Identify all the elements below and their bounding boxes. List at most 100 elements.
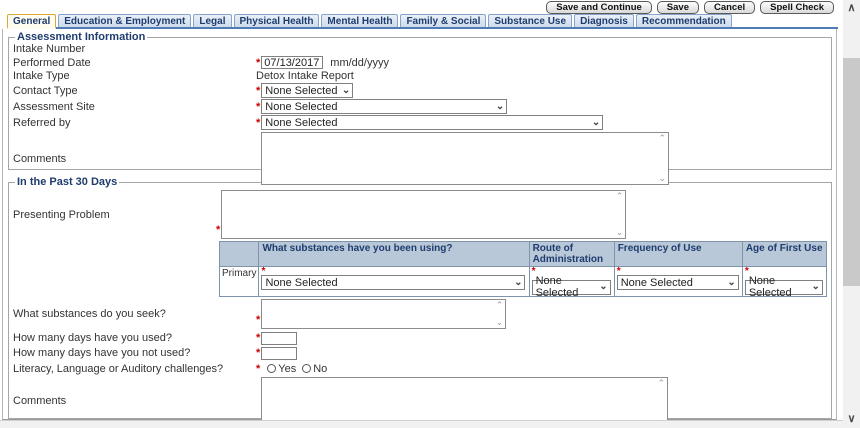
required-marker: *	[256, 347, 261, 359]
scrollbar-up-arrow[interactable]: ∧	[847, 2, 856, 14]
contact-type-label: Contact Type	[13, 84, 78, 97]
intake-number-row: Intake Number	[13, 43, 827, 55]
primary-row-label: Primary	[218, 266, 260, 297]
primary-substance-select[interactable]: None Selected ⌄	[261, 275, 526, 290]
literacy-yes-radio[interactable]	[267, 364, 277, 373]
assessment-information-legend: Assessment Information	[17, 31, 146, 43]
substance-use-table: What substances have you been using? Rou…	[218, 241, 828, 299]
scroll-up-icon: ⌃	[495, 299, 504, 310]
scroll-down-icon: ⌄	[495, 316, 504, 327]
substances-seek-label: What substances do you seek?	[13, 307, 166, 320]
tab-education-employment[interactable]: Education & Employment	[58, 14, 192, 27]
assessment-site-select[interactable]: None Selected ⌄	[261, 99, 508, 114]
chevron-down-icon: ⌄	[341, 84, 351, 96]
required-marker: *	[256, 116, 261, 129]
assessment-site-selected-value: None Selected	[265, 100, 338, 113]
route-of-administration-header: Route of Administration	[528, 241, 615, 267]
primary-age-select[interactable]: None Selected ⌄	[744, 275, 823, 299]
required-marker: *	[744, 266, 749, 277]
days-used-input[interactable]	[261, 331, 298, 345]
tab-physical-health[interactable]: Physical Health	[233, 14, 320, 27]
horizontal-scrollbar-track	[0, 420, 843, 428]
scroll-up-icon: ⌃	[657, 377, 665, 388]
performed-date-control: * mm/dd/yyyy	[256, 56, 389, 69]
intake-type-row: Intake Type Detox Intake Report	[13, 70, 827, 82]
scroll-down-icon: ⌄	[615, 227, 624, 237]
required-marker: *	[216, 224, 221, 236]
literacy-no-radio[interactable]	[302, 364, 312, 373]
referred-by-row: Referred by * None Selected ⌄	[13, 115, 827, 130]
intake-type-label: Intake Type	[13, 70, 70, 82]
required-marker: *	[261, 266, 266, 277]
vertical-scrollbar[interactable]: ∧ ∨	[843, 0, 860, 428]
referred-by-select[interactable]: None Selected ⌄	[261, 115, 604, 130]
tab-mental-health[interactable]: Mental Health	[321, 14, 399, 27]
primary-route-select[interactable]: None Selected ⌄	[531, 275, 611, 299]
substance-table-header-row: What substances have you been using? Rou…	[218, 241, 828, 267]
performed-date-label: Performed Date	[13, 56, 91, 69]
days-not-used-row: How many days have you not used? *	[13, 346, 827, 360]
tab-substance-use[interactable]: Substance Use	[488, 14, 573, 27]
chevron-down-icon: ⌄	[514, 276, 523, 288]
chevron-down-icon: ⌄	[495, 100, 505, 112]
primary-substance-selected-value: None Selected	[265, 276, 338, 289]
tab-diagnosis[interactable]: Diagnosis	[574, 14, 634, 27]
scroll-down-icon: ⌄	[657, 413, 665, 424]
assessment-site-label: Assessment Site	[13, 100, 95, 113]
substances-seek-textarea[interactable]: ⌃ ⌄	[261, 298, 507, 329]
intake-type-value: Detox Intake Report	[256, 70, 354, 82]
age-of-first-use-header: Age of First Use	[741, 241, 828, 267]
substances-seek-row: What substances do you seek? * ⌃ ⌄	[13, 298, 827, 329]
save-and-continue-button[interactable]: Save and Continue	[546, 1, 652, 14]
days-not-used-label: How many days have you not used?	[13, 347, 191, 359]
required-marker: *	[256, 84, 261, 97]
tab-bar: General Education & Employment Legal Phy…	[7, 14, 838, 29]
assessment-comments-row: Comments ⌃ ⌄	[13, 132, 827, 185]
chevron-down-icon: ⌄	[811, 281, 820, 292]
substances-using-header: What substances have you been using?	[258, 241, 530, 267]
performed-date-row: Performed Date * mm/dd/yyyy	[13, 56, 827, 69]
chevron-down-icon: ⌄	[727, 276, 736, 288]
literacy-yes-label: Yes	[278, 362, 297, 375]
primary-frequency-selected-value: None Selected	[620, 276, 693, 289]
primary-route-selected-value: None Selected	[535, 275, 579, 299]
intake-number-label: Intake Number	[13, 43, 86, 55]
scrollbar-down-arrow[interactable]: ∨	[847, 413, 856, 425]
assessment-comments-label: Comments	[13, 152, 67, 165]
toolbar: Save and Continue Save Cancel Spell Chec…	[546, 1, 834, 14]
assessment-site-row: Assessment Site * None Selected ⌄	[13, 99, 827, 114]
days-not-used-input[interactable]	[261, 346, 298, 360]
literacy-no-label: No	[313, 362, 328, 375]
literacy-row: Literacy, Language or Auditory challenge…	[13, 363, 827, 375]
tab-family-social[interactable]: Family & Social	[400, 14, 487, 27]
substance-table-primary-row: Primary * None Selected ⌄ * None Selecte…	[218, 266, 828, 299]
scroll-up-icon: ⌃	[658, 133, 666, 143]
scrollbar-thumb[interactable]	[843, 58, 860, 286]
past-30-days-legend: In the Past 30 Days	[17, 176, 118, 188]
contact-type-selected-value: None Selected	[265, 84, 338, 97]
tab-recommendation[interactable]: Recommendation	[635, 14, 732, 27]
performed-date-input[interactable]	[261, 56, 324, 69]
assessment-comments-textarea[interactable]: ⌃ ⌄	[261, 132, 669, 185]
save-button[interactable]: Save	[656, 1, 699, 14]
past-30-days-section: In the Past 30 Days Presenting Problem *…	[8, 176, 832, 426]
contact-type-row: Contact Type * None Selected ⌄	[13, 83, 827, 98]
past30-comments-textarea[interactable]: ⌃ ⌄	[261, 376, 668, 426]
required-marker: *	[256, 100, 261, 113]
tab-legal[interactable]: Legal	[193, 14, 232, 27]
tab-general[interactable]: General	[7, 14, 57, 29]
chevron-down-icon: ⌄	[591, 116, 601, 128]
required-marker: *	[256, 362, 261, 375]
assessment-information-section: Assessment Information Intake Number Per…	[8, 31, 832, 185]
required-marker: *	[256, 313, 261, 326]
spell-check-button[interactable]: Spell Check	[760, 1, 834, 14]
cancel-button[interactable]: Cancel	[703, 1, 756, 14]
presenting-problem-textarea[interactable]: ⌃ ⌄	[221, 190, 627, 239]
frequency-of-use-header: Frequency of Use	[613, 241, 743, 267]
primary-frequency-select[interactable]: None Selected ⌄	[616, 275, 739, 290]
required-marker: *	[616, 266, 621, 277]
required-marker: *	[256, 332, 261, 344]
contact-type-select[interactable]: None Selected ⌄	[261, 83, 354, 98]
required-marker: *	[256, 56, 261, 69]
days-used-row: How many days have you used? *	[13, 331, 827, 345]
